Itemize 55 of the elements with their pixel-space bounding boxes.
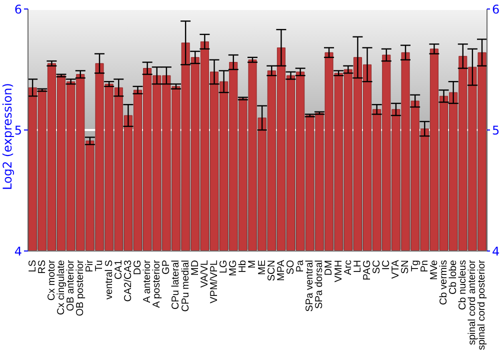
x-tick-label: CPu medial (180, 260, 192, 312)
x-tick-label: Pa (295, 260, 306, 272)
x-tick-label: Pn (419, 260, 430, 272)
y2-tick-label: 5 (492, 123, 500, 138)
x-tick-label: SPa dorsal (314, 260, 326, 309)
y2-tick-label: 4 (492, 244, 500, 258)
x-tick-label: CA2/CA3 (122, 260, 134, 302)
y-axis-title: Log2 (expression) (0, 83, 14, 190)
x-tick-label: VA/VL (199, 260, 210, 288)
x-tick-label: Tg (410, 260, 421, 272)
x-tick-label: SN (400, 260, 412, 274)
x-tick-label: SC (372, 260, 383, 274)
x-tick-label: ventral S (104, 260, 115, 300)
x-tick-label: M (247, 260, 258, 268)
x-tick-label: Cb nucleus (458, 260, 469, 310)
x-tick-label: OB anterior (66, 259, 77, 312)
x-tick-label: Tu (94, 260, 106, 272)
x-tick-label: LG (218, 260, 230, 274)
x-tick-label: Cx cingulate (56, 260, 67, 316)
x-tick-label: Arc (342, 260, 354, 275)
x-tick-label: CPu lateral (170, 260, 182, 310)
y2-tick-label: 6 (492, 2, 500, 16)
y-tick-label: 6 (14, 2, 22, 16)
x-tick-label: Cx motor (46, 259, 58, 301)
x-tick-label: OB posterior (75, 259, 86, 316)
x-tick-label: SCN (266, 260, 278, 282)
x-tick-label: SO (285, 260, 296, 274)
x-tick-label: VPM/VPL (208, 260, 220, 304)
y-tick-label: 5 (14, 123, 22, 138)
x-tick-label: ME (256, 260, 268, 275)
x-tick-label: RS (36, 260, 48, 274)
x-tick-label: VMH (333, 260, 344, 282)
x-tick-label: SPa ventral (304, 260, 316, 312)
x-tick-label: MD (190, 260, 201, 276)
x-tick-label: VTA (390, 260, 402, 279)
x-tick-label: Hb (238, 260, 249, 273)
x-tick-label: A anterior (142, 259, 154, 303)
x-tick-label: LS (27, 260, 38, 272)
x-tick-label: Cb lobe (448, 260, 460, 294)
x-tick-label: GP (161, 260, 172, 274)
x-tick-label: MPA (276, 260, 287, 281)
x-tick-label: IC (381, 260, 392, 270)
x-tick-label: spinal cord anterior (467, 259, 478, 346)
x-tick-label: MVe (428, 260, 440, 280)
x-tick-label: A posterior (152, 259, 163, 308)
x-tick-label: MG (228, 260, 240, 276)
x-tick-label: Cb vermis (438, 260, 450, 306)
x-tick-label: CA1 (113, 260, 124, 280)
x-tick-label: DG (132, 260, 144, 275)
x-tick-label: PAG (362, 260, 373, 280)
x-tick-label: LH (352, 260, 364, 273)
x-tick-label: spinal cord posterior (476, 259, 488, 350)
x-tick-label: Pir (84, 259, 96, 272)
x-tick-label: DM (324, 260, 335, 276)
y-tick-label: 4 (14, 244, 22, 258)
